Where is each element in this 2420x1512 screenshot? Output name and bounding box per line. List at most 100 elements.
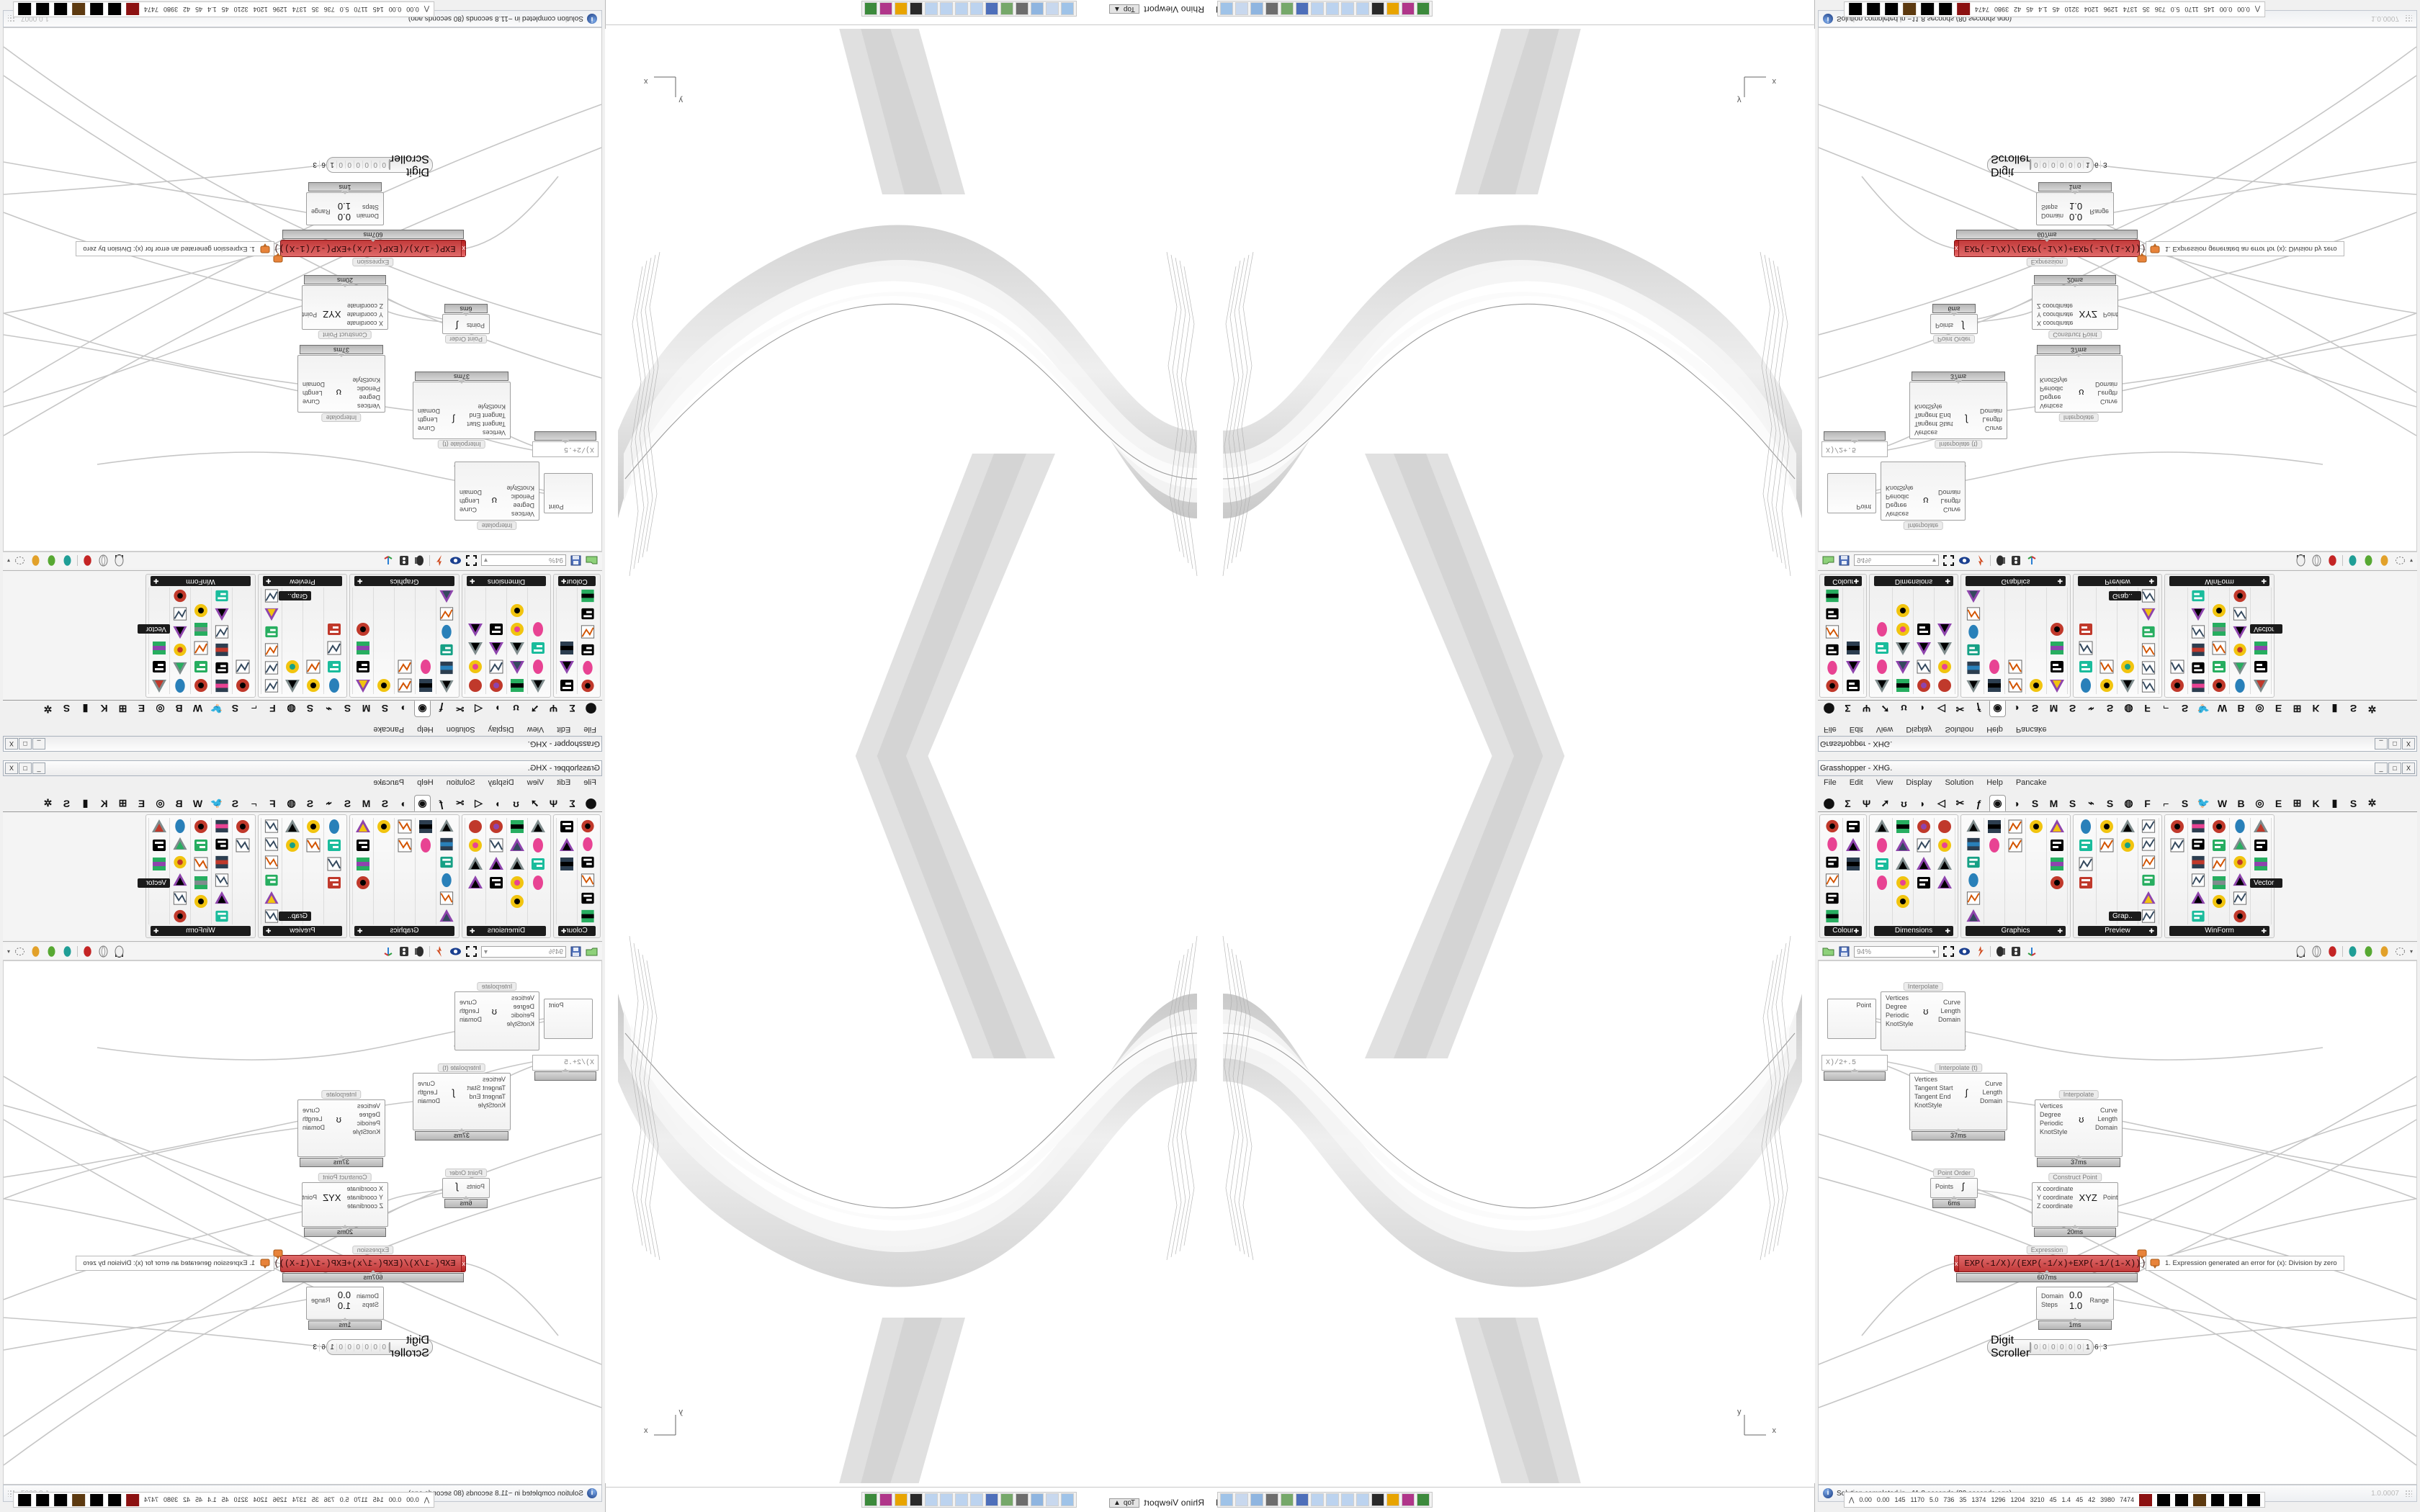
k-tab[interactable]: K [100, 797, 108, 809]
graph-icon[interactable] [171, 908, 189, 924]
interpolate-2[interactable]: Interpolate Vertices Degree Periodic KnotSt… [2035, 345, 2123, 422]
output-port[interactable]: Range [311, 208, 331, 215]
surface-tab[interactable]: ◗ [494, 703, 501, 715]
letter-a-plus-icon[interactable] [151, 855, 168, 873]
s-tab-2[interactable]: S [2069, 797, 2076, 809]
digit-4[interactable]: 0 [2066, 1343, 2074, 1351]
input-port[interactable]: Tangent End [469, 412, 506, 419]
input-port[interactable]: Periodic [357, 1120, 380, 1127]
moon-icon[interactable] [2252, 677, 2269, 694]
save-small-icon[interactable] [1417, 1493, 1430, 1506]
tag-icon[interactable] [1873, 658, 1891, 675]
moon-icon[interactable] [151, 677, 168, 694]
colour-picker-icon[interactable] [1845, 855, 1862, 873]
digit-2[interactable]: 0 [2048, 1343, 2057, 1351]
point-param[interactable]: Point [544, 999, 593, 1039]
output-port[interactable]: Domain [1937, 489, 1960, 496]
input-port[interactable]: Y coordinate [346, 311, 383, 318]
keypad-icon[interactable] [2190, 872, 2207, 888]
mesh-tab[interactable]: ◁ [475, 703, 483, 715]
grid-green-icon[interactable] [171, 678, 189, 694]
rgb-cube-icon[interactable] [1824, 854, 1841, 870]
input-port[interactable]: KnotStyle [2040, 1128, 2068, 1135]
rhino-viewport[interactable]: x y [605, 29, 1210, 756]
histogram-icon[interactable] [2077, 818, 2094, 835]
label-icon[interactable] [2210, 602, 2228, 619]
listrows-icon[interactable] [171, 872, 189, 888]
intersect-tab[interactable]: ✂ [1955, 797, 1965, 809]
copy-icon[interactable] [1311, 1493, 1324, 1506]
menu-item-edit[interactable]: Edit [1849, 725, 1863, 734]
blob-green-icon[interactable] [45, 554, 58, 567]
notes-icon[interactable] [1031, 2, 1044, 15]
copy-icon[interactable] [970, 2, 983, 15]
slider-v-icon[interactable] [2210, 855, 2228, 873]
ok-button-icon[interactable] [2190, 642, 2207, 658]
progress-icon[interactable] [213, 588, 230, 604]
tag-x-icon[interactable] [529, 818, 547, 835]
blob-teal-icon[interactable] [2347, 554, 2359, 567]
osnap-icon[interactable] [895, 2, 908, 15]
render-icon[interactable] [1000, 1493, 1013, 1506]
ok-button-icon[interactable] [213, 854, 230, 870]
hatch-icon[interactable] [2169, 658, 2186, 675]
s-tab-4[interactable]: S [231, 797, 239, 809]
colour-picker-icon[interactable] [558, 639, 575, 657]
hsv-icon[interactable] [1845, 658, 1862, 675]
checkbox-icon[interactable] [2190, 678, 2207, 694]
duplicate-icon[interactable] [1341, 1493, 1354, 1506]
osnap-icon[interactable] [1386, 1493, 1399, 1506]
open-file-icon[interactable] [1822, 554, 1834, 567]
s-tab-5[interactable]: S [2349, 703, 2357, 715]
region-dim-icon[interactable] [1936, 874, 1953, 891]
digit-4[interactable]: 0 [345, 1343, 354, 1351]
output-port[interactable]: Point [1856, 1002, 1871, 1009]
grid-icon[interactable] [529, 621, 547, 638]
point-order[interactable]: Point Order Points ʃ 6ms [1930, 304, 1978, 343]
viewport-tab-bar[interactable]: Rhino Viewport Top ▲ [1109, 1498, 1204, 1508]
input-port[interactable]: Domain [356, 1292, 379, 1300]
pin-icon[interactable]: ✚ [2148, 577, 2154, 585]
plot-icon[interactable] [2077, 621, 2094, 638]
paste-icon[interactable] [955, 2, 968, 15]
polyline-dim-icon[interactable] [488, 874, 505, 891]
spider-tab[interactable]: ◎ [2255, 703, 2264, 715]
quadrant-top-right[interactable]: x y Rhino Viewport Top ▲ Grasshopper - X… [1210, 0, 2420, 756]
legend-icon[interactable] [2077, 658, 2094, 675]
bake-icon[interactable] [1974, 945, 1986, 958]
maximize-button[interactable]: □ [19, 738, 32, 750]
sphere-dark-icon[interactable] [2295, 945, 2307, 958]
input-port[interactable]: Periodic [511, 1012, 534, 1019]
grasshopper-canvas[interactable]: Point X)/2+.5 Interpolate Vertices Degree… [1818, 960, 2417, 1485]
dotted-sel-icon[interactable] [14, 554, 26, 567]
ok-button-icon[interactable] [2190, 854, 2207, 870]
digit-1[interactable]: 0 [2040, 161, 2049, 169]
pie-chart-icon[interactable] [2231, 836, 2249, 852]
maximize-button[interactable]: □ [19, 762, 32, 774]
shade-icon[interactable] [1016, 1493, 1028, 1506]
point-order[interactable]: Point Order Points ʃ 6ms [1930, 1169, 1978, 1208]
chevron-down-icon[interactable]: ▾ [484, 948, 488, 956]
bottom-sphere-icon[interactable] [1965, 588, 1982, 604]
pin-icon[interactable]: ✚ [2148, 927, 2154, 935]
expression-input-x[interactable]: x [461, 1256, 465, 1272]
paste-icon[interactable] [1326, 1493, 1339, 1506]
bottom-sphere-icon[interactable] [438, 908, 455, 924]
green-heart-icon[interactable] [2140, 908, 2157, 924]
ladybug-tab[interactable]: ⌐ [2163, 703, 2169, 715]
output-port[interactable]: Domain [418, 1097, 441, 1104]
menu-item-display[interactable]: Display [488, 725, 514, 734]
slider-v-icon[interactable] [192, 855, 210, 873]
range-node[interactable]: Domain Steps 0.0 1.0 Range 1ms [306, 182, 384, 225]
output-port[interactable]: Curve [460, 999, 478, 1006]
ring-icon[interactable] [1965, 872, 1982, 888]
menu-item-display[interactable]: Display [488, 778, 514, 787]
hsl-icon[interactable] [558, 818, 575, 835]
input-port[interactable]: Degree [359, 1111, 380, 1118]
lunchbox-tab[interactable]: ◍ [2124, 703, 2133, 715]
rhino-toolbar-bottom-right[interactable] [1217, 1492, 1433, 1508]
input-port[interactable]: Tangent End [1914, 1093, 1951, 1100]
ring-icon[interactable] [438, 624, 455, 640]
